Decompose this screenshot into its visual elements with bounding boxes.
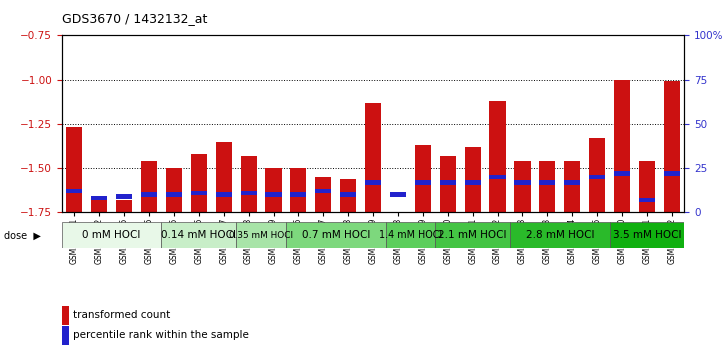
Bar: [539, 161, 555, 212]
Bar: [62, 326, 69, 345]
Bar: [62, 222, 162, 248]
Bar: [266, 193, 282, 197]
Bar: [66, 189, 82, 193]
Bar: [286, 222, 386, 248]
Bar: [66, 127, 82, 212]
Bar: [489, 175, 506, 179]
Text: 1.4 mM HOCl: 1.4 mM HOCl: [379, 230, 442, 240]
Bar: [510, 222, 609, 248]
Bar: [290, 193, 306, 197]
Bar: [240, 156, 257, 212]
Bar: [215, 193, 232, 197]
Bar: [515, 180, 531, 184]
Bar: [91, 196, 107, 200]
Bar: [415, 145, 431, 212]
Text: 2.8 mM HOCl: 2.8 mM HOCl: [526, 230, 594, 240]
Text: 0 mM HOCl: 0 mM HOCl: [82, 230, 141, 240]
Bar: [236, 222, 286, 248]
Bar: [639, 161, 655, 212]
Bar: [116, 200, 132, 212]
Bar: [91, 200, 107, 212]
Bar: [589, 175, 605, 179]
Text: 0.7 mM HOCl: 0.7 mM HOCl: [301, 230, 370, 240]
Bar: [464, 180, 480, 184]
Bar: [116, 194, 132, 199]
Bar: [589, 138, 605, 212]
Text: 2.1 mM HOCl: 2.1 mM HOCl: [438, 230, 507, 240]
Bar: [315, 177, 331, 212]
Bar: [340, 179, 356, 212]
Bar: [664, 171, 680, 176]
Bar: [365, 103, 381, 212]
Bar: [315, 189, 331, 193]
Text: GDS3670 / 1432132_at: GDS3670 / 1432132_at: [62, 12, 207, 25]
Bar: [62, 306, 69, 325]
Text: 3.5 mM HOCl: 3.5 mM HOCl: [613, 230, 681, 240]
Text: percentile rank within the sample: percentile rank within the sample: [73, 330, 249, 341]
Bar: [166, 168, 182, 212]
Bar: [435, 222, 510, 248]
Bar: [166, 193, 182, 197]
Bar: [464, 147, 480, 212]
Bar: [162, 222, 236, 248]
Bar: [340, 193, 356, 197]
Bar: [489, 101, 506, 212]
Text: transformed count: transformed count: [73, 310, 170, 320]
Bar: [365, 180, 381, 184]
Bar: [415, 180, 431, 184]
Text: dose  ▶: dose ▶: [4, 230, 41, 240]
Bar: [215, 142, 232, 212]
Bar: [539, 180, 555, 184]
Bar: [141, 193, 157, 197]
Bar: [609, 222, 684, 248]
Bar: [191, 154, 207, 212]
Bar: [440, 156, 456, 212]
Bar: [664, 81, 680, 212]
Bar: [390, 193, 406, 197]
Bar: [386, 222, 435, 248]
Text: 0.35 mM HOCl: 0.35 mM HOCl: [229, 230, 293, 240]
Bar: [564, 161, 580, 212]
Bar: [564, 180, 580, 184]
Bar: [515, 161, 531, 212]
Bar: [141, 161, 157, 212]
Bar: [266, 168, 282, 212]
Bar: [440, 180, 456, 184]
Bar: [639, 198, 655, 202]
Bar: [240, 191, 257, 195]
Bar: [614, 171, 630, 176]
Bar: [290, 168, 306, 212]
Bar: [191, 191, 207, 195]
Text: 0.14 mM HOCl: 0.14 mM HOCl: [162, 230, 237, 240]
Bar: [614, 80, 630, 212]
